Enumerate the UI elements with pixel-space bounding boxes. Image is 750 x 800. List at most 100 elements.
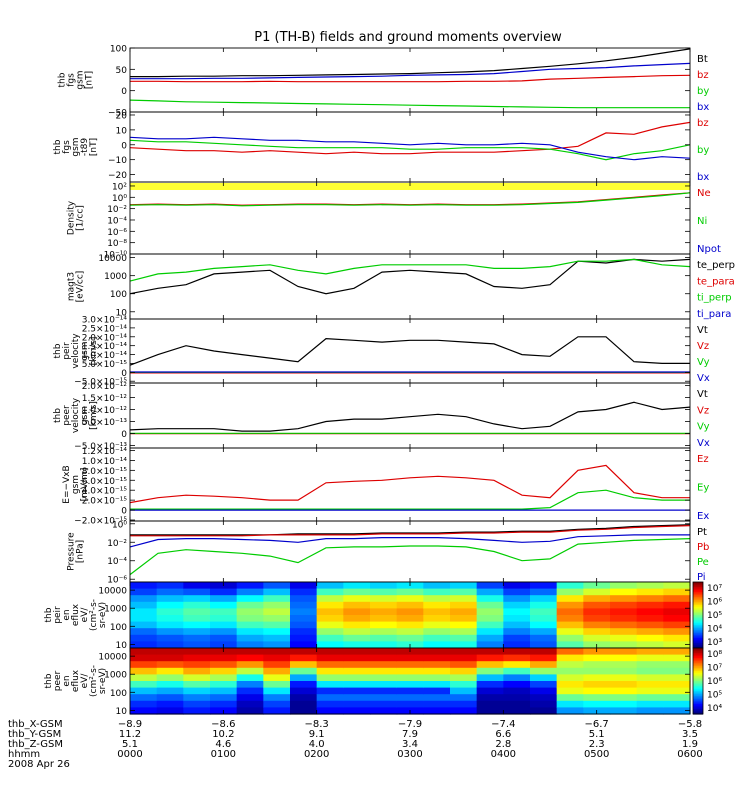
heatmap-cell [290, 681, 318, 689]
y-tick-label: 0 [121, 141, 127, 151]
y-axis-label: velocity [71, 333, 81, 369]
heatmap-cell [236, 628, 264, 636]
heatmap-cell [316, 601, 344, 609]
heatmap-cell [556, 588, 584, 596]
heatmap-cell [423, 694, 451, 702]
heatmap-cell [476, 615, 504, 623]
colorbar-swatch [693, 595, 703, 598]
panel-frame [129, 111, 691, 183]
footer-value: 3.5 [682, 729, 698, 740]
colorbar-swatch [693, 656, 703, 659]
heatmap-cell [396, 595, 424, 603]
heatmap-cell [130, 621, 158, 629]
heatmap-cell [263, 681, 291, 689]
footer-value: −8.3 [305, 719, 329, 730]
heatmap-cell [583, 694, 611, 702]
colorbar-label: 10⁷ [707, 584, 722, 594]
footer-value: −8.9 [118, 719, 142, 730]
heatmap-cell [290, 628, 318, 636]
y-tick-label: 2.0×10⁻¹⁴ [82, 333, 128, 343]
heatmap-cell [476, 681, 504, 689]
heatmap-cell [370, 641, 398, 649]
heatmap-cell [476, 707, 504, 715]
y-tick-label: 10⁻⁶ [107, 228, 127, 238]
y-axis-label: velocity [71, 397, 81, 433]
colorbar-swatch [693, 633, 703, 636]
legend-pe: Pe [697, 557, 709, 568]
y-tick-label: 10000 [98, 254, 127, 264]
heatmap-cell [450, 582, 478, 590]
heatmap-cell [263, 687, 291, 695]
heatmap-cell [663, 687, 691, 695]
heatmap-cell [236, 641, 264, 649]
heatmap-cell [130, 667, 158, 675]
colorbar-swatch [693, 697, 703, 700]
heatmap-cell [503, 595, 531, 603]
colorbar-label: 10⁴ [707, 625, 722, 635]
y-tick-label: −50 [108, 109, 127, 119]
heatmap-cell [583, 681, 611, 689]
heatmap-cell [636, 700, 664, 708]
heatmap-cell [316, 687, 344, 695]
heatmap-cell [343, 621, 371, 629]
heatmap-cell [610, 634, 638, 642]
y-tick-label: 100 [110, 45, 127, 55]
heatmap-cell [450, 694, 478, 702]
series-line-by [129, 139, 691, 161]
heatmap-cell [236, 674, 264, 682]
heatmap-cell [130, 707, 158, 715]
heatmap-cell [156, 654, 184, 662]
legend-ez: Ez [697, 454, 709, 465]
heatmap-cell [290, 582, 318, 590]
footer-value: 5.1 [589, 729, 605, 740]
heatmap-cell [583, 588, 611, 596]
heatmap-cell [316, 621, 344, 629]
colorbar-swatch [693, 710, 703, 713]
heatmap-cell [316, 700, 344, 708]
heatmap-cell [476, 608, 504, 616]
footer-value: 0400 [491, 749, 516, 760]
series-line-vt [129, 401, 691, 432]
heatmap-cell [343, 661, 371, 669]
heatmap-cell [130, 648, 158, 656]
panel-4: te_perp te_para ti_perp ti_para 10000 1000 100… [67, 253, 735, 320]
footer-value: 7.9 [402, 729, 418, 740]
y-tick-label: 0 [121, 430, 127, 440]
heatmap-cell [156, 621, 184, 629]
heatmap-cell [236, 654, 264, 662]
y-tick-label: 1.5×10⁻¹² [82, 394, 128, 404]
heatmap-cell [530, 700, 558, 708]
heatmap-cell [530, 667, 558, 675]
heatmap-cell [236, 700, 264, 708]
heatmap-cell [636, 582, 664, 590]
legend-pi: Pi [697, 572, 706, 583]
y-tick-label: 20 [116, 111, 128, 121]
heatmap-cell [183, 687, 211, 695]
heatmap-cell [663, 661, 691, 669]
heatmap-cell [556, 608, 584, 616]
heatmap-cell [610, 615, 638, 623]
footer-row-label: thb_Y-GSM [8, 729, 61, 740]
colorbar-swatch [693, 596, 703, 600]
colorbar-swatch [693, 649, 703, 652]
y-tick-label: 10⁻⁶ [107, 576, 127, 586]
heatmap-cell [636, 601, 664, 609]
heatmap-cell [210, 694, 238, 702]
y-axis-label: fgs [62, 140, 72, 154]
heatmap-cell [236, 667, 264, 675]
heatmap-cell [290, 674, 318, 682]
heatmap-cell [503, 621, 531, 629]
y-tick-label: 10 [116, 308, 128, 318]
heatmap-cell [316, 641, 344, 649]
heatmap-cell [610, 654, 638, 662]
heatmap-cell [290, 707, 318, 715]
heatmap-cell [450, 628, 478, 636]
colorbar-swatch [693, 624, 703, 628]
heatmap-cell [636, 694, 664, 702]
y-axis-label: sr-eV) [98, 602, 108, 628]
heatmap-cell [236, 615, 264, 623]
heatmap-cell [370, 707, 398, 715]
heatmap-cell [290, 601, 318, 609]
y-axis-label: E=−VxB [62, 465, 72, 503]
y-axis-label: [nT] [89, 138, 99, 156]
